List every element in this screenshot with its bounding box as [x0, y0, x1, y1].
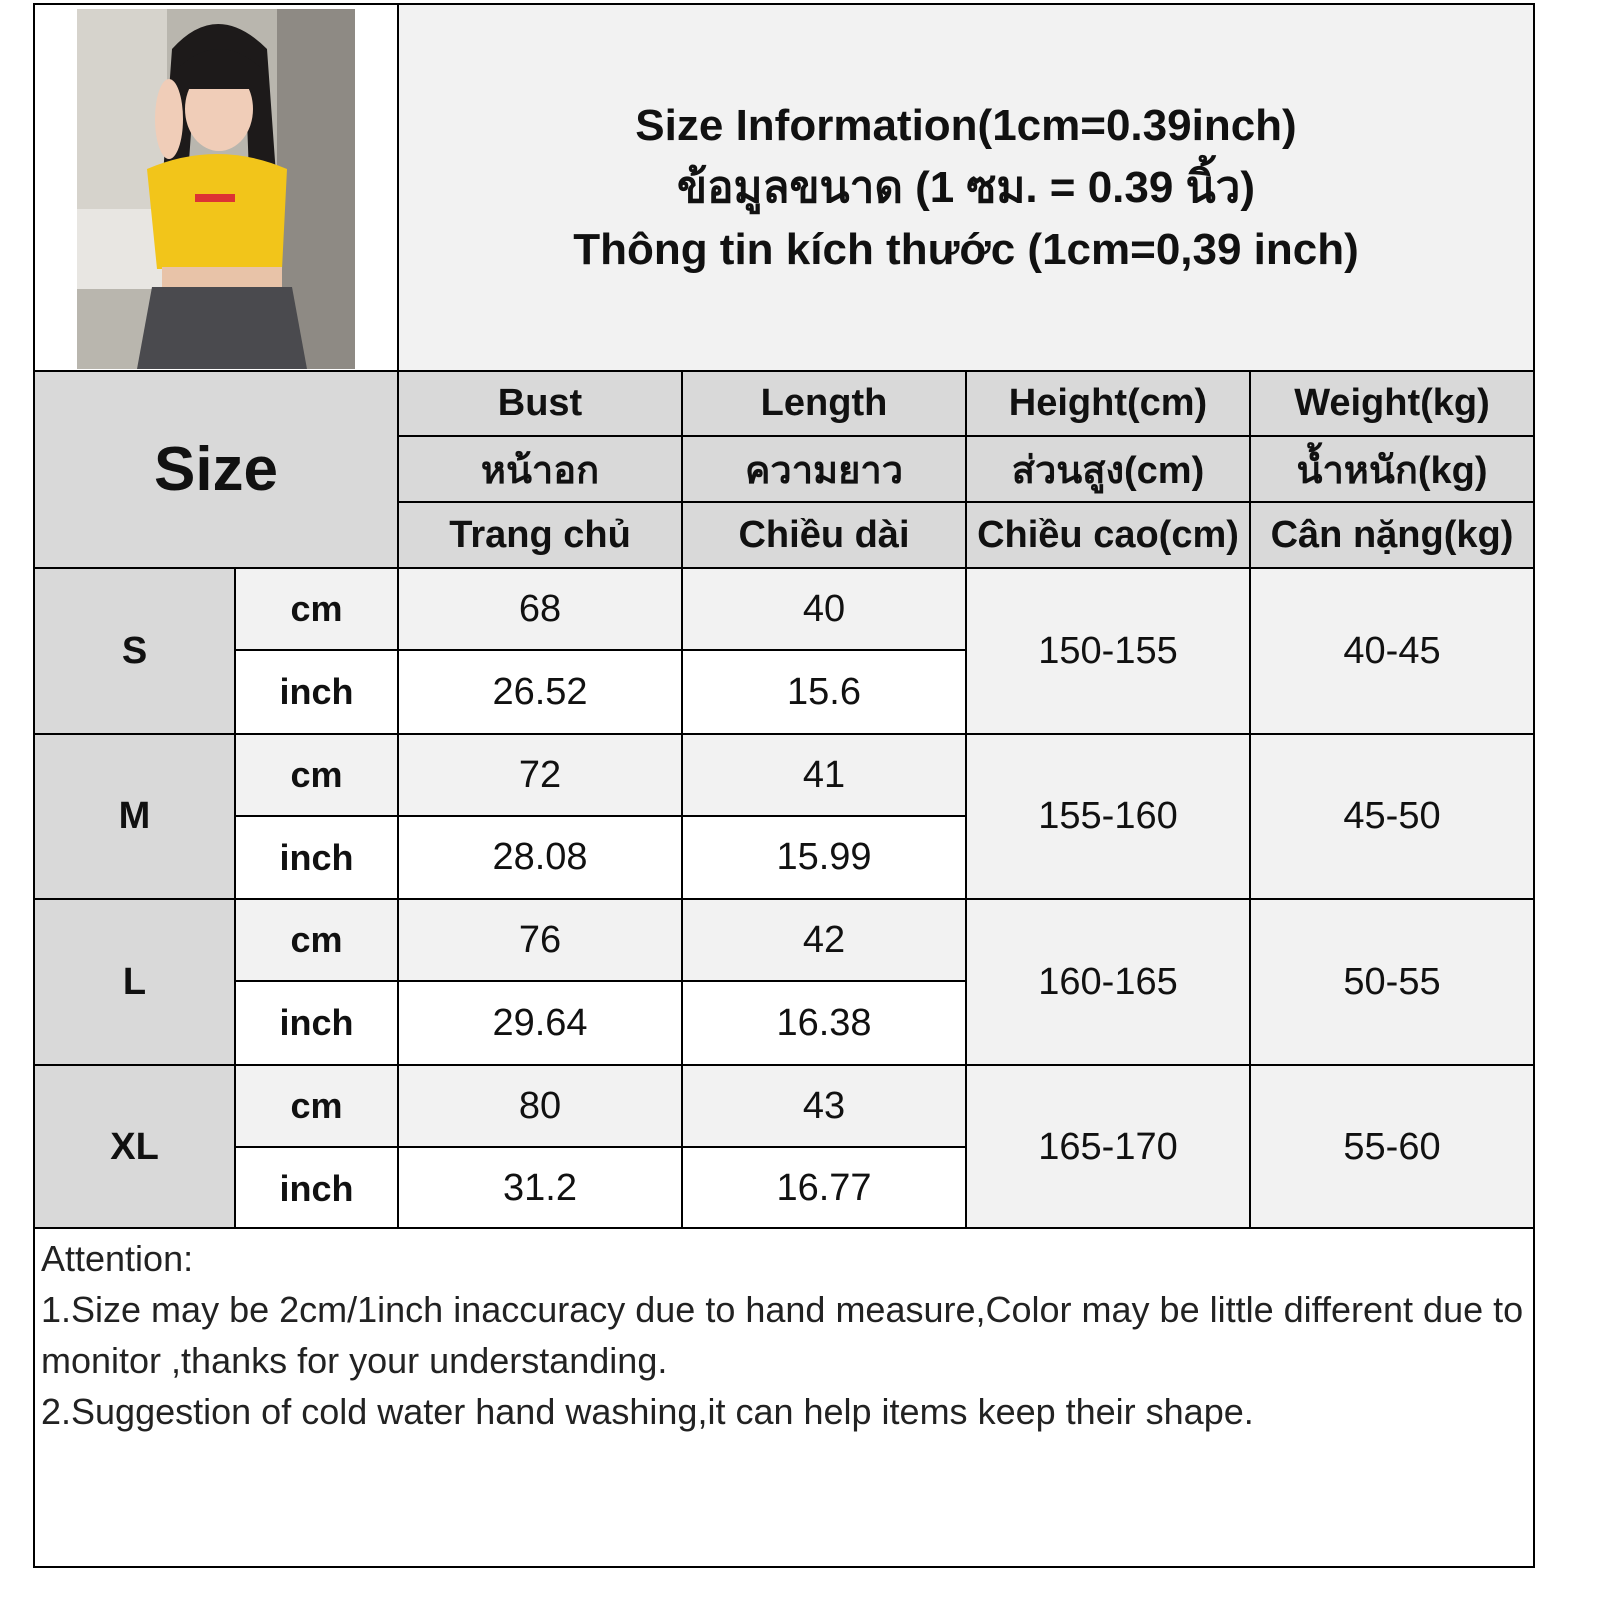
height-range: 165-170	[965, 1064, 1251, 1231]
weight-range: 50-55	[1249, 898, 1535, 1066]
length-cm-value: 41	[681, 733, 967, 817]
length-cm-value: 43	[681, 1064, 967, 1148]
column-header-weight-th: น้ำหนัก(kg)	[1249, 435, 1535, 503]
title-english: Size Information(1cm=0.39inch)	[635, 100, 1297, 150]
bust-cm-value: 72	[397, 733, 683, 817]
unit-cm: cm	[234, 1064, 399, 1148]
size-label: XL	[33, 1064, 236, 1231]
length-cm-value: 42	[681, 898, 967, 982]
bust-cm-value: 80	[397, 1064, 683, 1148]
length-inch-value: 16.77	[681, 1146, 967, 1231]
column-header-weight-en: Weight(kg)	[1249, 370, 1535, 437]
bust-cm-value: 76	[397, 898, 683, 982]
weight-range: 55-60	[1249, 1064, 1535, 1231]
weight-range: 45-50	[1249, 733, 1535, 900]
length-inch-value: 15.6	[681, 649, 967, 735]
unit-inch: inch	[234, 980, 399, 1066]
attention-heading: Attention:	[41, 1238, 194, 1279]
unit-inch: inch	[234, 1146, 399, 1231]
column-header-height-en: Height(cm)	[965, 370, 1251, 437]
height-range: 160-165	[965, 898, 1251, 1066]
attention-notes: Attention: 1.Size may be 2cm/1inch inacc…	[33, 1227, 1535, 1568]
unit-cm: cm	[234, 898, 399, 982]
bust-cm-value: 68	[397, 567, 683, 651]
size-information-title: Size Information(1cm=0.39inch) ข้อมูลขนา…	[397, 3, 1535, 372]
column-header-length-th: ความยาว	[681, 435, 967, 503]
attention-note-1: 1.Size may be 2cm/1inch inaccuracy due t…	[41, 1289, 1524, 1381]
height-range: 150-155	[965, 567, 1251, 735]
column-header-length-vi: Chiều dài	[681, 501, 967, 569]
bust-inch-value: 29.64	[397, 980, 683, 1066]
title-vietnamese: Thông tin kích thước (1cm=0,39 inch)	[573, 224, 1359, 274]
length-cm-value: 40	[681, 567, 967, 651]
column-header-weight-vi: Cân nặng(kg)	[1249, 501, 1535, 569]
unit-inch: inch	[234, 649, 399, 735]
size-label: S	[33, 567, 236, 735]
unit-inch: inch	[234, 815, 399, 900]
unit-cm: cm	[234, 567, 399, 651]
column-header-bust-vi: Trang chủ	[397, 501, 683, 569]
bust-inch-value: 31.2	[397, 1146, 683, 1231]
attention-note-2: 2.Suggestion of cold water hand washing,…	[41, 1391, 1254, 1432]
column-header-bust-th: หน้าอก	[397, 435, 683, 503]
unit-cm: cm	[234, 733, 399, 817]
product-photo-cell	[33, 3, 399, 372]
length-inch-value: 15.99	[681, 815, 967, 900]
size-label: M	[33, 733, 236, 900]
height-range: 155-160	[965, 733, 1251, 900]
column-header-bust-en: Bust	[397, 370, 683, 437]
bust-inch-value: 28.08	[397, 815, 683, 900]
size-label: L	[33, 898, 236, 1066]
product-photo	[77, 9, 355, 369]
title-thai: ข้อมูลขนาด (1 ซม. = 0.39 นิ้ว)	[676, 162, 1255, 212]
bust-inch-value: 26.52	[397, 649, 683, 735]
column-header-height-vi: Chiều cao(cm)	[965, 501, 1251, 569]
length-inch-value: 16.38	[681, 980, 967, 1066]
column-header-length-en: Length	[681, 370, 967, 437]
column-header-height-th: ส่วนสูง(cm)	[965, 435, 1251, 503]
size-header: Size	[33, 370, 399, 569]
weight-range: 40-45	[1249, 567, 1535, 735]
